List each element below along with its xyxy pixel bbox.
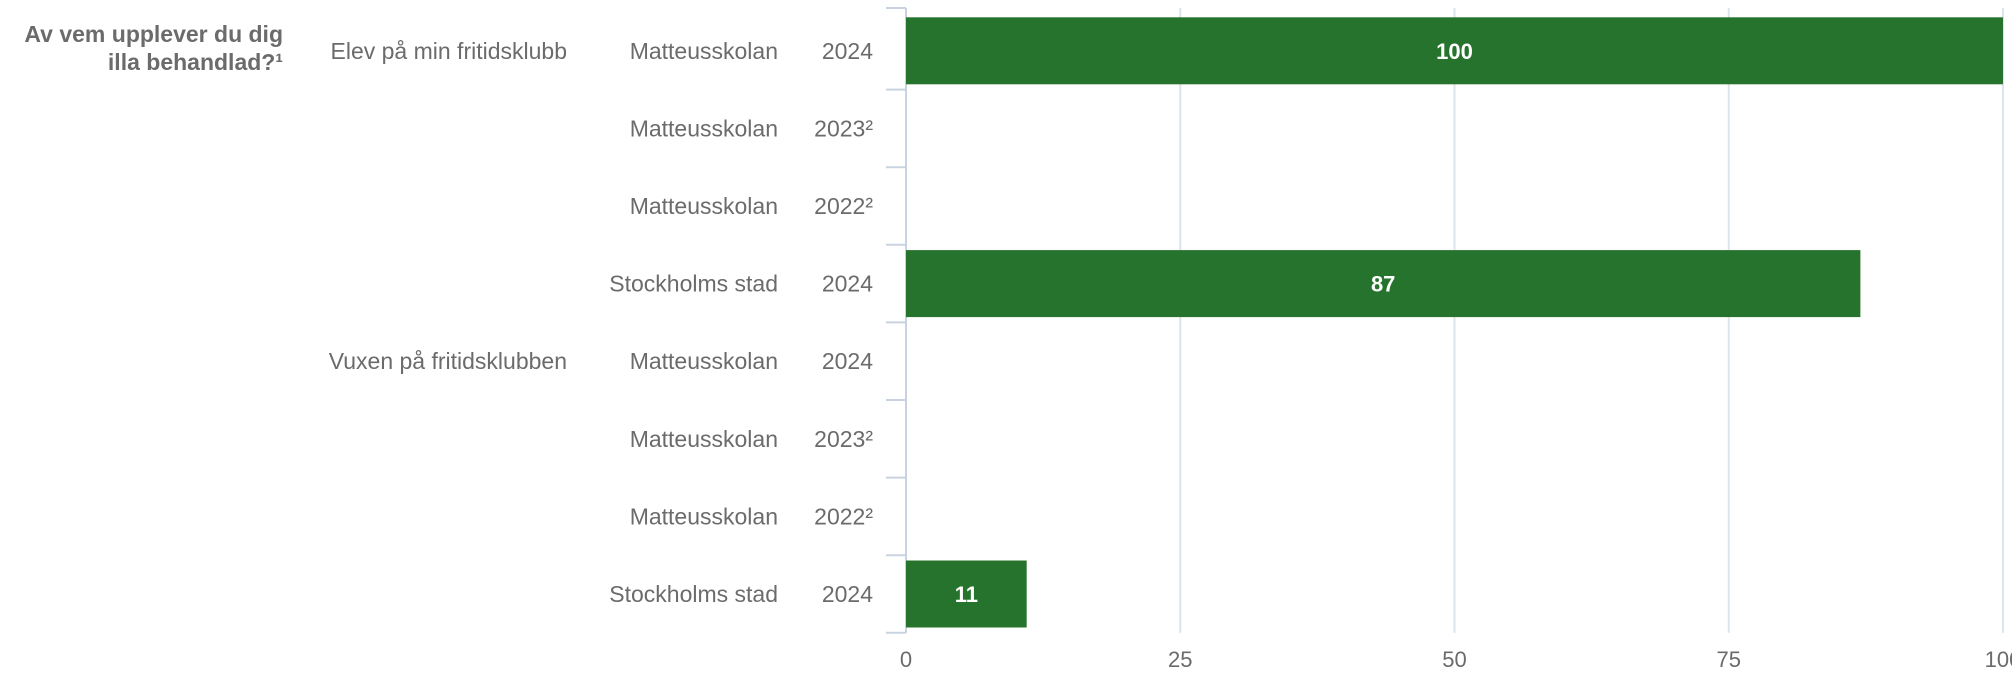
x-tick-label: 75: [1717, 647, 1741, 672]
row-labels: 2024 Matteusskolan Elev på min fritidsklub…: [329, 38, 874, 607]
question-title-line-1: Av vem upplever du dig: [24, 21, 283, 47]
year-label: 2023²: [814, 115, 873, 141]
bar: [906, 250, 1861, 318]
bar-value-label: 11: [955, 582, 978, 607]
entity-label: Stockholms stad: [609, 581, 778, 607]
entity-label: Matteusskolan: [630, 348, 778, 374]
entity-label: Matteusskolan: [630, 426, 778, 452]
question-title-line-2: illa behandlad?¹: [108, 49, 283, 75]
x-tick-label: 100: [1985, 647, 2012, 672]
entity-label: Stockholms stad: [609, 271, 778, 297]
entity-label: Matteusskolan: [630, 38, 778, 64]
year-label: 2022²: [814, 503, 873, 529]
x-tick-label: 25: [1168, 647, 1192, 672]
year-label: 2023²: [814, 426, 873, 452]
group-label: Elev på min fritidsklubb: [331, 38, 568, 64]
entity-label: Matteusskolan: [630, 503, 778, 529]
x-axis-ticks: 0 25 50 75 100: [900, 647, 2012, 672]
x-tick-label: 0: [900, 647, 912, 672]
year-label: 2024: [822, 38, 873, 64]
year-label: 2024: [822, 581, 873, 607]
category-axis: [886, 7, 907, 634]
bar: [906, 560, 1027, 628]
bar: [906, 17, 2003, 85]
entity-label: Matteusskolan: [630, 115, 778, 141]
bar-value-label: 87: [1371, 272, 1395, 297]
x-tick-label: 50: [1442, 647, 1466, 672]
gridlines: [1179, 8, 2004, 633]
entity-label: Matteusskolan: [630, 193, 778, 219]
year-label: 2024: [822, 348, 873, 374]
bars: 100 87 11: [906, 17, 2003, 628]
year-label: 2022²: [814, 193, 873, 219]
group-label: Vuxen på fritidsklubben: [329, 348, 567, 374]
bar-value-label: 100: [1436, 39, 1473, 64]
year-label: 2024: [822, 271, 873, 297]
